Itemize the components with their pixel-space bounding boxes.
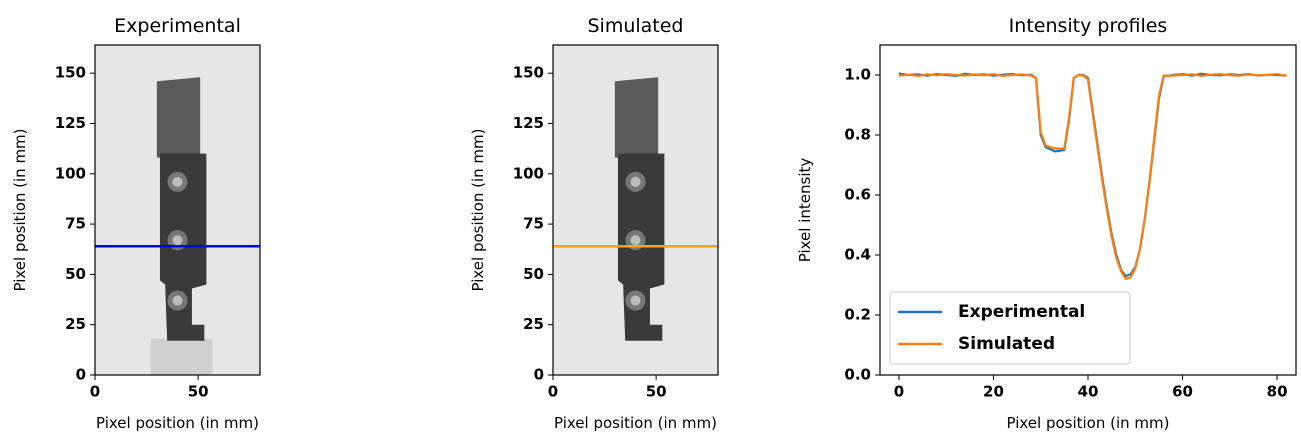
x-axis-label: Pixel position (in mm) (554, 414, 717, 432)
y-axis-label: Pixel position (in mm) (469, 128, 487, 291)
legend-label: Experimental (958, 302, 1085, 322)
y-tick-label: 0.4 (844, 246, 871, 264)
y-tick-label: 0.6 (844, 186, 871, 204)
x-axis-label: Pixel position (in mm) (1006, 414, 1169, 432)
hole-highlight (630, 295, 641, 306)
y-tick-label: 75 (65, 215, 86, 233)
y-tick-label: 125 (55, 114, 86, 132)
y-tick-label: 75 (523, 215, 544, 233)
y-tick-label: 0 (534, 366, 544, 384)
x-tick-label: 60 (1172, 383, 1193, 401)
chart-title: Experimental (114, 15, 241, 37)
y-tick-label: 0 (76, 366, 86, 384)
x-tick-label: 20 (983, 383, 1004, 401)
base-block (150, 338, 213, 375)
x-axis-label: Pixel position (in mm) (96, 414, 259, 432)
y-tick-label: 0.8 (844, 126, 871, 144)
y-tick-label: 1.0 (844, 66, 871, 84)
y-tick-label: 150 (513, 64, 544, 82)
y-tick-label: 150 (55, 64, 86, 82)
y-tick-label: 50 (65, 265, 86, 283)
series-line (898, 72, 1287, 281)
x-tick-label: 0 (894, 383, 904, 401)
plate-top (614, 77, 659, 158)
x-tick-label: 50 (646, 383, 667, 401)
axes-frame (94, 44, 261, 376)
legend-box (889, 291, 1131, 365)
y-tick-label: 125 (513, 114, 544, 132)
y-axis-label: Pixel position (in mm) (11, 128, 29, 291)
y-tick-label: 25 (523, 315, 544, 333)
x-tick-label: 80 (1267, 383, 1288, 401)
y-tick-label: 50 (523, 265, 544, 283)
y-tick-label: 100 (55, 164, 86, 182)
y-tick-label: 25 (65, 315, 86, 333)
hole-highlight (630, 176, 641, 187)
x-tick-label: 50 (188, 383, 209, 401)
hole-highlight (172, 176, 183, 187)
chart-title: Simulated (587, 15, 683, 37)
hole-highlight (172, 235, 183, 246)
axes-frame (552, 44, 719, 376)
hole-highlight (630, 235, 641, 246)
series-line (898, 72, 1287, 278)
y-tick-label: 0.2 (844, 306, 871, 324)
y-tick-label: 100 (513, 164, 544, 182)
x-tick-label: 40 (1078, 383, 1099, 401)
plate-top (156, 77, 201, 158)
hole-highlight (172, 295, 183, 306)
x-tick-label: 0 (548, 383, 558, 401)
chart-title: Intensity profiles (1009, 15, 1168, 37)
x-tick-label: 0 (90, 383, 100, 401)
legend-label: Simulated (958, 334, 1055, 354)
y-axis-label: Pixel intensity (796, 158, 814, 263)
y-tick-label: 0.0 (844, 366, 871, 384)
